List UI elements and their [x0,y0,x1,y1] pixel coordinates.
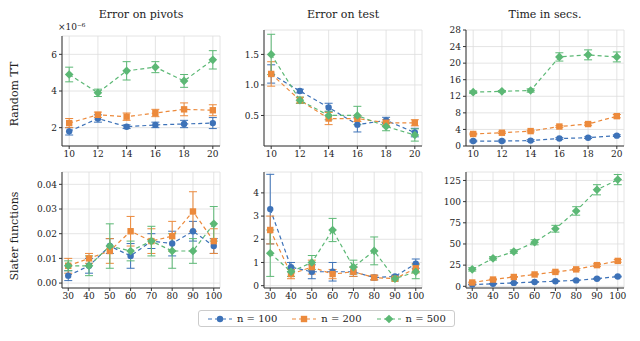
html-text:Error on test: Error on test [306,8,380,21]
svg-text:0.5: 0.5 [245,111,260,121]
svg-text:90: 90 [591,291,603,301]
svg-text:100: 100 [609,291,626,301]
svg-text:10: 10 [467,149,479,159]
svg-text:24: 24 [450,42,462,52]
html-text:Time in secs.: Time in secs. [508,8,582,21]
svg-text:18: 18 [178,149,190,159]
svg-text:10: 10 [265,149,277,159]
svg-text:90: 90 [389,291,401,301]
svg-text:100: 100 [205,291,222,301]
svg-text:4: 4 [51,86,57,96]
svg-text:50: 50 [104,291,116,301]
svg-text:8: 8 [455,108,461,118]
svg-text:2: 2 [51,123,57,133]
svg-text:0: 0 [455,141,461,151]
svg-text:0.03: 0.03 [37,204,57,214]
svg-text:1: 1 [253,258,259,268]
html-text:n = 100: n = 100 [237,313,278,324]
svg-text:0: 0 [253,281,259,291]
svg-text:16: 16 [150,149,162,159]
svg-text:50: 50 [450,239,462,249]
svg-text:80: 80 [166,291,178,301]
svg-text:60: 60 [327,291,339,301]
svg-text:100: 100 [407,291,424,301]
svg-text:20: 20 [450,58,462,68]
svg-text:30: 30 [265,291,277,301]
svg-text:40: 40 [285,291,297,301]
html-text:Random TT: Random TT [8,61,21,127]
svg-text:70: 70 [550,291,562,301]
html-text:Error on pivots: Error on pivots [98,8,184,21]
svg-text:50: 50 [306,291,318,301]
svg-text:6: 6 [51,50,57,60]
svg-text:60: 60 [125,291,137,301]
svg-text:4: 4 [455,125,461,135]
html-text:n = 500: n = 500 [405,313,446,324]
svg-text:2: 2 [253,234,259,244]
html-text:×10⁻⁶: ×10⁻⁶ [58,22,86,32]
svg-text:16: 16 [450,75,462,85]
svg-text:0.01: 0.01 [37,254,57,264]
svg-text:18: 18 [582,149,594,159]
html-text:Slater functions: Slater functions [8,191,21,281]
svg-text:20: 20 [207,149,219,159]
svg-text:14: 14 [121,149,133,159]
svg-text:10: 10 [63,149,75,159]
svg-text:28: 28 [450,25,462,35]
svg-text:70: 70 [348,291,360,301]
svg-text:0.00: 0.00 [37,278,57,288]
svg-text:14: 14 [323,149,335,159]
svg-text:70: 70 [146,291,158,301]
svg-text:25: 25 [450,260,462,270]
svg-text:12: 12 [92,149,103,159]
svg-text:1.5: 1.5 [245,50,260,60]
svg-text:18: 18 [380,149,392,159]
svg-text:50: 50 [508,291,520,301]
svg-text:0: 0 [455,282,461,292]
svg-text:30: 30 [467,291,479,301]
svg-text:90: 90 [187,291,199,301]
svg-text:75: 75 [450,218,462,228]
svg-text:125: 125 [444,176,461,186]
svg-text:60: 60 [529,291,541,301]
svg-text:16: 16 [554,149,566,159]
svg-text:80: 80 [368,291,380,301]
svg-text:40: 40 [487,291,499,301]
svg-text:0.02: 0.02 [37,229,57,239]
svg-text:20: 20 [409,149,421,159]
svg-text:40: 40 [83,291,95,301]
svg-text:16: 16 [352,149,364,159]
svg-text:100: 100 [444,197,461,207]
svg-text:4: 4 [253,188,259,198]
svg-text:20: 20 [611,149,623,159]
svg-text:80: 80 [570,291,582,301]
svg-text:12: 12 [450,91,461,101]
svg-text:30: 30 [63,291,75,301]
svg-text:14: 14 [525,149,537,159]
svg-text:1.0: 1.0 [245,80,260,90]
svg-text:12: 12 [294,149,305,159]
svg-text:3: 3 [253,211,259,221]
svg-text:12: 12 [496,149,507,159]
html-text:n = 200: n = 200 [321,313,362,324]
svg-text:0.04: 0.04 [37,180,57,190]
